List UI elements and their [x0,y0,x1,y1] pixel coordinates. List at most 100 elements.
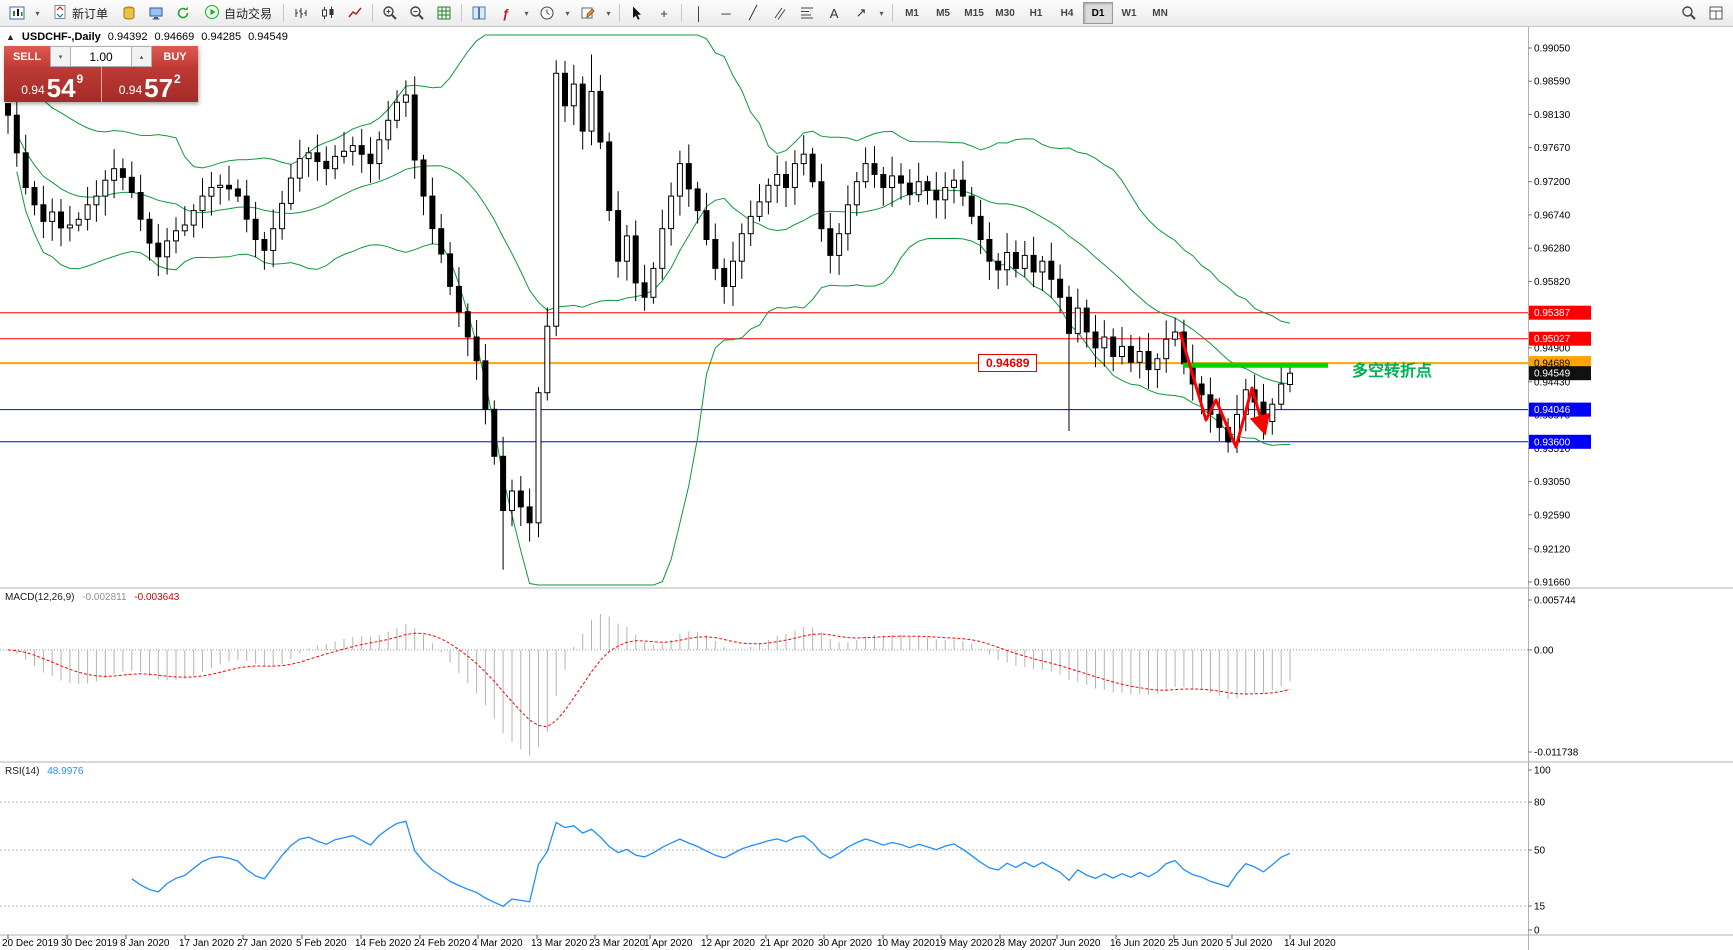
crosshair-icon[interactable]: + [660,5,668,21]
periods-icon[interactable] [534,1,560,25]
text-tool-icon[interactable]: A [829,5,839,21]
cursor-icon[interactable] [624,1,650,25]
chart-title: ▲ USDCHF-,Daily 0.94392 0.94669 0.94285 … [6,31,288,43]
autotrading-label: 自动交易 [224,6,273,21]
svg-text:0.97670: 0.97670 [1534,143,1571,154]
svg-text:13 Mar 2020: 13 Mar 2020 [531,938,588,949]
svg-text:50: 50 [1534,846,1546,857]
timeframe-h1-button[interactable]: H1 [1029,7,1043,19]
volume-increase-button[interactable]: ▴ [131,46,152,67]
svg-text:16 Jun 2020: 16 Jun 2020 [1110,938,1165,949]
tile-windows-icon[interactable] [466,1,492,25]
svg-text:0.91660: 0.91660 [1534,578,1571,589]
timeframe-h4-button[interactable]: H4 [1060,7,1074,19]
buy-button[interactable]: BUY [152,46,198,67]
svg-text:0.95820: 0.95820 [1534,277,1571,288]
timeframe-mn-button[interactable]: MN [1152,7,1168,19]
svg-text:0.94430: 0.94430 [1534,377,1571,388]
buy-price-button[interactable]: 0.94 57 2 [102,67,199,102]
timeframe-d1-button[interactable]: D1 [1083,2,1114,24]
svg-text:8 Jan 2020: 8 Jan 2020 [120,938,170,949]
chart-symbol-period: USDCHF-,Daily [21,31,101,43]
autotrading-button[interactable]: 自动交易 [197,1,279,25]
periods-caret-icon[interactable]: ▾ [565,8,570,18]
toolbar-separator [461,4,463,22]
level-lines [0,312,1528,443]
svg-text:30 Dec 2019: 30 Dec 2019 [61,938,118,949]
toolbar-separator [283,4,285,22]
templates-caret-icon[interactable]: ▾ [606,8,611,18]
time-axis: 20 Dec 2019 30 Dec 2019 8 Jan 2020 17 Jan 2… [2,935,1336,949]
svg-text:0.96740: 0.96740 [1534,210,1571,221]
trendline-icon[interactable]: ╱ [749,5,757,20]
svg-text:0.92590: 0.92590 [1534,510,1571,521]
grid-icon[interactable] [431,1,457,25]
zoom-in-icon[interactable] [377,1,403,25]
svg-text:28 May 2020: 28 May 2020 [994,938,1052,949]
svg-text:5 Jul 2020: 5 Jul 2020 [1226,938,1273,949]
svg-text:17 Jan 2020: 17 Jan 2020 [179,938,234,949]
channel-icon[interactable] [767,1,793,25]
macd-signal-value: -0.003643 [134,592,180,603]
fibonacci-icon[interactable] [794,1,820,25]
buy-price-prefix: 0.94 [118,83,143,97]
svg-text:14 Jul 2020: 14 Jul 2020 [1284,938,1336,949]
chart-list-caret-icon[interactable]: ▾ [35,8,40,18]
timeframe-m1-button[interactable]: M1 [905,7,919,19]
candlestick-chart-icon[interactable] [315,1,341,25]
svg-text:-0.011738: -0.011738 [1534,748,1579,759]
history-center-icon[interactable] [116,1,142,25]
candlestick-series [5,54,1293,570]
svg-text:0.94549: 0.94549 [1534,369,1571,380]
svg-text:30 Apr 2020: 30 Apr 2020 [818,938,872,949]
window-layout-icon[interactable] [1703,1,1729,25]
one-click-panel-toggle[interactable]: ▲ [6,32,15,42]
new-chart-icon[interactable] [4,1,30,25]
timeframe-w1-button[interactable]: W1 [1121,7,1137,19]
macd-axis: 0.005744 0.00 -0.011738 [1528,596,1579,759]
toolbar-separator [892,4,894,22]
svg-text:0.96280: 0.96280 [1534,244,1571,255]
svg-text:0: 0 [1534,926,1540,937]
svg-text:25 Jun 2020: 25 Jun 2020 [1168,938,1223,949]
svg-text:14 Feb 2020: 14 Feb 2020 [355,938,412,949]
arrows-tool-icon[interactable]: ↗ [855,5,867,20]
sell-price-pip: 9 [76,72,84,86]
macd-histogram [16,614,1291,756]
timeframe-m30-button[interactable]: M30 [995,7,1015,19]
new-order-button[interactable]: 新订单 [45,1,115,25]
volume-input[interactable] [71,46,131,67]
vertical-line-icon[interactable]: │ [694,5,704,21]
rsi-indicator-label: RSI(14) 48.9976 [5,766,83,777]
svg-text:0.95387: 0.95387 [1534,308,1571,319]
arrows-caret-icon[interactable]: ▾ [879,8,884,18]
indicators-caret-icon[interactable]: ▾ [524,8,529,18]
svg-text:0.94900: 0.94900 [1534,343,1571,354]
timeframe-m15-button[interactable]: M15 [964,7,984,19]
svg-text:23 Mar 2020: 23 Mar 2020 [589,938,646,949]
horizontal-line-icon[interactable]: ─ [721,5,731,21]
chart-canvas[interactable]: 0.99050 0.98590 0.98130 0.97670 0.97200 0.967… [0,27,1733,950]
market-watch-icon[interactable] [143,1,169,25]
sell-price-big: 54 [46,72,76,103]
svg-text:0.93510: 0.93510 [1534,444,1571,455]
bar-chart-icon[interactable] [288,1,314,25]
price-level-flag[interactable]: 0.94689 [978,354,1038,372]
trend-arrow-annotation[interactable] [1178,331,1270,449]
templates-icon[interactable] [575,1,601,25]
timeframe-m5-button[interactable]: M5 [936,7,950,19]
toolbar: ▾ 新订单 自动交易 ƒ ▾ ▾ ▾ + │ ─ ╱ A ↗ ▾ M1 M5 M15 M30 H1 H4 D1 W1 MN [0,0,1733,27]
svg-text:5 Feb 2020: 5 Feb 2020 [296,938,347,949]
svg-text:1 Apr 2020: 1 Apr 2020 [644,938,693,949]
sell-price-button[interactable]: 0.94 54 9 [4,67,102,102]
refresh-icon[interactable] [170,1,196,25]
line-chart-icon[interactable] [342,1,368,25]
toolbar-separator [681,4,683,22]
zoom-out-icon[interactable] [404,1,430,25]
volume-decrease-button[interactable]: ▾ [50,46,71,67]
ohlc-high: 0.94669 [154,31,195,43]
sell-button[interactable]: SELL [4,46,50,67]
search-icon[interactable] [1676,1,1702,25]
indicators-icon[interactable]: ƒ [502,5,510,21]
turning-point-annotation[interactable]: 多空转折点 [1352,363,1433,380]
